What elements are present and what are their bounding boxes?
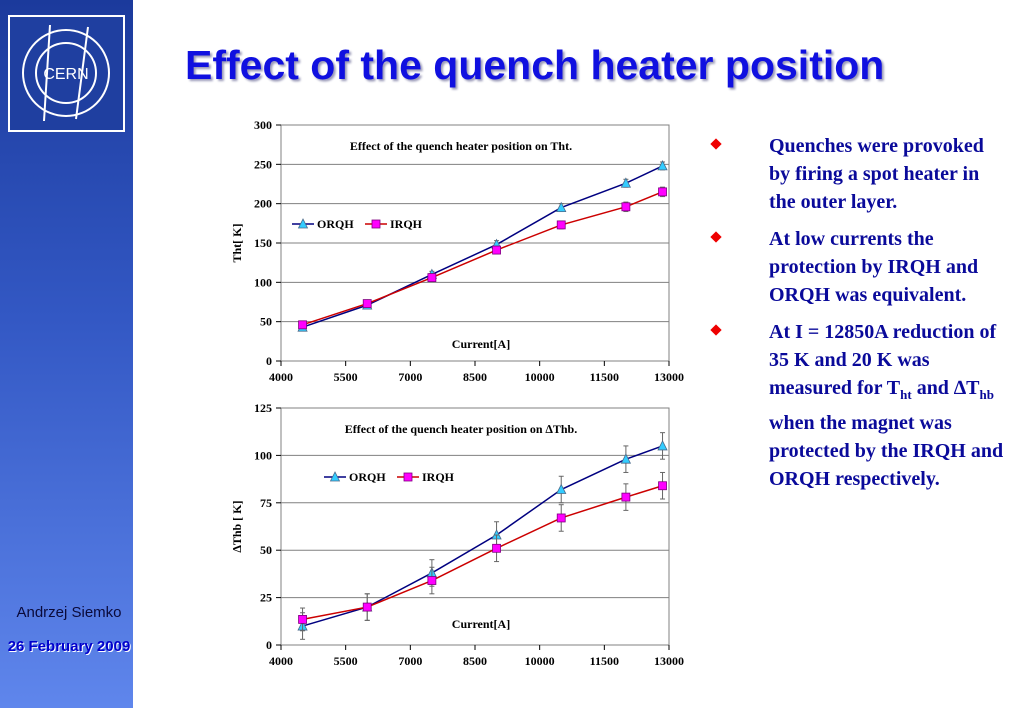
x-tick-label: 7000 <box>398 370 422 384</box>
bullet-item: At I = 12850A reduction of 35 K and 20 K… <box>708 318 1008 493</box>
data-point-orqh <box>657 440 668 451</box>
chart-tht: 0 50 100 150 200 250 300 4000 5500 7000 8500 10000 1… <box>230 118 684 384</box>
y-tick-label: 50 <box>260 315 272 329</box>
data-point-irqh <box>556 513 566 523</box>
bullet-text-part: and ∆T <box>911 377 980 399</box>
bullet-text-part: when the magnet was protected by the IRQ… <box>769 412 1004 490</box>
subscript-hb: hb <box>979 387 994 402</box>
presentation-date: 26 February 2009 <box>7 638 131 655</box>
data-point-irqh <box>298 320 307 330</box>
y-tick-label: 125 <box>254 401 272 415</box>
x-axis-label: Current[A] <box>452 337 510 351</box>
data-point-irqh <box>621 492 631 502</box>
bullet-item: Quenches were provoked by firing a spot … <box>708 132 1008 216</box>
cern-logo-text: CERN <box>43 66 88 83</box>
chart-title: Effect of the quench heater position on … <box>345 422 577 436</box>
data-point-irqh <box>658 481 667 491</box>
x-tick-label: 11500 <box>590 654 619 668</box>
x-tick-label: 7000 <box>398 654 422 668</box>
y-tick-label: 0 <box>266 354 272 368</box>
y-tick-label: 300 <box>254 118 272 132</box>
author-name: Andrzej Siemko <box>16 604 122 621</box>
x-tick-label: 5500 <box>334 654 358 668</box>
y-tick-label: 0 <box>266 638 272 652</box>
bullet-text: At low currents the protection by IRQH a… <box>769 228 979 306</box>
diamond-bullet-icon <box>710 138 722 150</box>
slide-title: Effect of the quench heater position <box>185 42 885 88</box>
diamond-bullet-icon <box>710 231 722 243</box>
y-axis-label: Tht[ K] <box>230 223 244 262</box>
y-tick-label: 100 <box>254 448 272 462</box>
data-point-irqh <box>492 543 501 553</box>
series-irqh <box>298 471 667 632</box>
data-point-irqh <box>658 187 667 197</box>
x-tick-label: 13000 <box>654 654 684 668</box>
legend-label-orqh: ORQH <box>349 470 386 484</box>
chart-title: Effect of the quench heater position on … <box>350 139 572 153</box>
data-point-irqh <box>556 220 566 230</box>
x-tick-label: 5500 <box>334 370 358 384</box>
cern-logo: CERN <box>8 15 125 132</box>
y-tick-label: 50 <box>260 543 272 557</box>
y-tick-label: 100 <box>254 275 272 289</box>
subscript-ht: ht <box>900 387 912 402</box>
legend-marker-irqh <box>403 472 413 482</box>
y-tick-label: 250 <box>254 157 272 171</box>
plot-area <box>280 407 670 646</box>
data-point-irqh <box>427 576 437 585</box>
chart-thb: 0 25 50 75 100 125 4000 5500 7000 8500 10000 11500 1… <box>230 401 684 668</box>
x-tick-label: 8500 <box>463 654 487 668</box>
bullet-list: Quenches were provoked by firing a spot … <box>708 132 1008 502</box>
x-axis-label: Current[A] <box>452 617 510 631</box>
y-tick-label: 75 <box>260 496 272 510</box>
x-tick-label: 13000 <box>654 370 684 384</box>
data-point-orqh <box>657 160 668 171</box>
data-point-irqh <box>427 273 437 283</box>
legend-marker-orqh <box>297 218 309 229</box>
legend-label-orqh: ORQH <box>317 217 354 231</box>
data-point-irqh <box>621 202 631 212</box>
y-tick-label: 150 <box>254 236 272 250</box>
x-tick-label: 10000 <box>525 654 555 668</box>
legend-marker-orqh <box>329 471 341 482</box>
legend-marker-irqh <box>371 219 381 229</box>
bullet-text: Quenches were provoked by firing a spot … <box>769 135 984 213</box>
data-point-orqh <box>556 201 567 212</box>
x-tick-label: 11500 <box>590 370 619 384</box>
x-tick-label: 10000 <box>525 370 555 384</box>
series-irqh <box>298 186 667 330</box>
y-axis-label: ∆Thb [ K] <box>230 500 244 552</box>
data-point-orqh <box>620 177 632 188</box>
diamond-bullet-icon <box>710 324 722 336</box>
x-tick-label: 8500 <box>463 370 487 384</box>
data-point-irqh <box>298 615 307 624</box>
y-tick-label: 200 <box>254 197 272 211</box>
y-tick-label: 25 <box>260 591 272 605</box>
legend-label-irqh: IRQH <box>390 217 423 231</box>
x-tick-label: 4000 <box>269 370 293 384</box>
data-point-orqh <box>556 483 567 494</box>
data-point-irqh <box>362 299 372 308</box>
bullet-item: At low currents the protection by IRQH a… <box>708 225 1008 309</box>
legend-label-irqh: IRQH <box>422 470 455 484</box>
data-point-orqh <box>620 453 632 464</box>
bullet-text-part: At I = 12850A reduction of 35 K and 20 K… <box>769 321 997 399</box>
data-point-irqh <box>492 245 501 255</box>
sidebar: CERN Andrzej Siemko 26 February 2009 <box>0 0 133 708</box>
data-point-irqh <box>362 602 372 612</box>
x-tick-label: 4000 <box>269 654 293 668</box>
